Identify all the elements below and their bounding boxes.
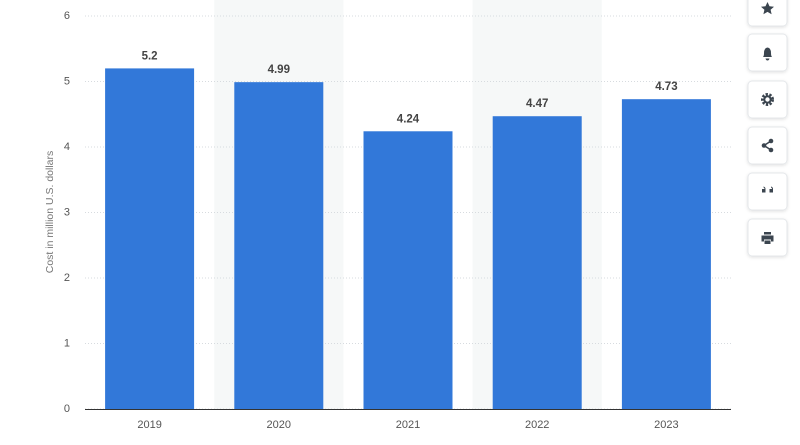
- plot-layer: 0 1 2 3 4 5 6 2019 5.2 2020 4.99 2021 4.24 2022 4.47 20…: [64, 10, 731, 431]
- cite-button[interactable]: [747, 172, 788, 211]
- y-tick-label: 4: [64, 141, 70, 153]
- y-axis-label: Cost in million U.S. dollars: [44, 151, 56, 274]
- y-tick-label: 0: [64, 403, 70, 415]
- bar: [621, 99, 711, 409]
- favorite-button[interactable]: [747, 0, 788, 27]
- bar: [492, 116, 582, 409]
- value-label: 4.99: [268, 64, 290, 76]
- x-tick-label: 2023: [654, 419, 678, 431]
- x-tick-label: 2022: [525, 419, 549, 431]
- y-tick-label: 5: [64, 75, 70, 87]
- notification-button[interactable]: [747, 33, 788, 72]
- x-tick-label: 2021: [396, 419, 420, 431]
- bar: [234, 82, 324, 409]
- value-label: 5.2: [142, 50, 158, 62]
- value-label: 4.24: [397, 113, 420, 125]
- y-tick-label: 6: [64, 10, 70, 22]
- y-tick-label: 2: [64, 272, 70, 284]
- value-label: 4.73: [655, 81, 677, 93]
- y-tick-label: 1: [64, 337, 70, 349]
- value-label: 4.47: [526, 98, 548, 110]
- share-button[interactable]: [747, 126, 788, 165]
- y-tick-label: 3: [64, 206, 70, 218]
- bar: [105, 68, 195, 410]
- x-tick-label: 2019: [137, 419, 161, 431]
- bar: [363, 131, 453, 409]
- x-tick-label: 2020: [267, 419, 291, 431]
- settings-button[interactable]: [747, 80, 788, 119]
- print-button[interactable]: [747, 218, 788, 257]
